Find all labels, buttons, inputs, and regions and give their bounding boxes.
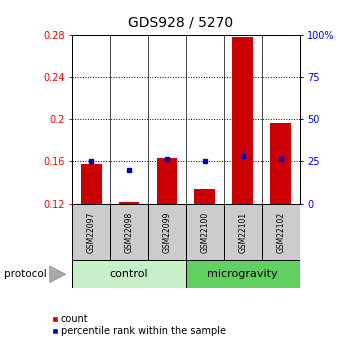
Text: GSM22098: GSM22098 [125, 211, 134, 253]
Text: microgravity: microgravity [208, 269, 278, 279]
Bar [157, 158, 177, 204]
Legend: count, percentile rank within the sample: count, percentile rank within the sample [48, 310, 230, 340]
Polygon shape [50, 266, 66, 283]
Bar [270, 123, 291, 204]
Bar [81, 165, 101, 204]
Bar [262, 204, 300, 260]
Bar [186, 204, 224, 260]
Text: GSM22097: GSM22097 [87, 211, 96, 253]
Bar [110, 204, 148, 260]
Bar [186, 260, 300, 288]
Bar [224, 204, 262, 260]
Bar [119, 203, 139, 204]
Text: GSM22101: GSM22101 [238, 211, 247, 253]
Text: GSM22100: GSM22100 [200, 211, 209, 253]
Bar [148, 204, 186, 260]
Text: GDS928 / 5270: GDS928 / 5270 [128, 16, 233, 30]
Text: GSM22102: GSM22102 [276, 211, 285, 253]
Bar [195, 189, 215, 204]
Text: protocol: protocol [4, 269, 46, 279]
Text: GSM22099: GSM22099 [162, 211, 171, 253]
Bar [72, 260, 186, 288]
Bar [232, 37, 253, 204]
Text: control: control [110, 269, 148, 279]
Bar [72, 204, 110, 260]
